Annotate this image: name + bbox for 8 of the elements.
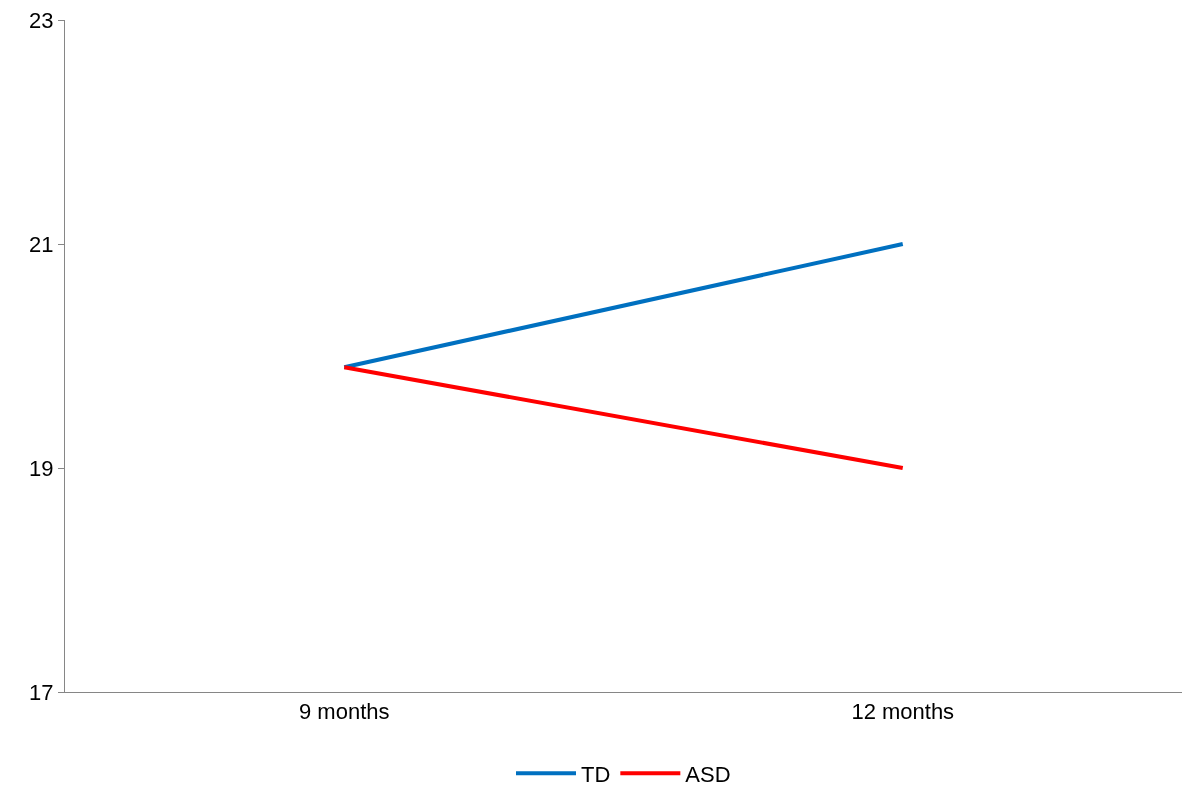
x-tick-label: 12 months bbox=[851, 699, 955, 725]
y-tick-label: 21 bbox=[29, 231, 54, 257]
y-tick-label: 23 bbox=[29, 7, 54, 33]
legend-label: TD bbox=[581, 761, 611, 787]
legend-label: ASD bbox=[685, 761, 731, 787]
x-tick-label: 9 months bbox=[299, 699, 390, 725]
y-tick-label: 17 bbox=[29, 679, 54, 705]
y-tick-label: 19 bbox=[29, 455, 54, 481]
